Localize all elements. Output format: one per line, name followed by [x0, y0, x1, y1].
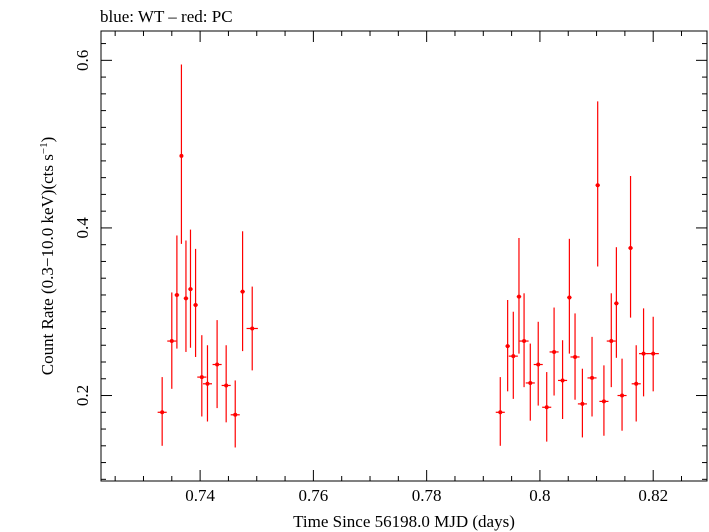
data-series-pc: [157, 64, 659, 448]
point-marker: [188, 287, 193, 292]
data-point: [508, 311, 518, 399]
data-point: [599, 365, 609, 436]
point-marker: [505, 344, 510, 349]
point-marker: [595, 183, 600, 188]
point-marker: [498, 410, 503, 415]
point-marker: [215, 362, 220, 367]
point-marker: [160, 410, 165, 415]
data-point: [587, 336, 597, 417]
y-axis: 0.2 0.4 0.6: [73, 43, 707, 480]
point-marker: [193, 303, 198, 308]
data-point: [595, 101, 600, 267]
data-point: [519, 293, 529, 388]
point-marker: [205, 381, 210, 386]
point-marker: [580, 401, 585, 406]
point-marker: [199, 375, 204, 380]
point-marker: [511, 354, 516, 359]
data-point: [617, 358, 627, 431]
data-point: [606, 293, 616, 388]
data-point: [567, 238, 572, 354]
data-point: [639, 308, 649, 397]
data-point: [495, 377, 505, 446]
x-tick-label: 0.8: [529, 486, 550, 505]
point-marker: [560, 378, 565, 383]
data-point: [549, 307, 559, 396]
y-tick-label: 0.2: [73, 385, 92, 406]
data-point: [197, 335, 207, 417]
data-point: [188, 229, 193, 348]
point-marker: [536, 362, 541, 367]
point-marker: [169, 339, 174, 344]
point-marker: [567, 295, 572, 300]
point-marker: [528, 380, 533, 385]
data-point: [179, 64, 184, 244]
data-point: [647, 316, 659, 392]
point-marker: [552, 349, 557, 354]
point-marker: [240, 289, 245, 294]
data-point: [202, 345, 213, 422]
point-marker: [601, 399, 606, 404]
data-point: [193, 248, 198, 357]
point-marker: [620, 393, 625, 398]
point-marker: [516, 294, 521, 299]
point-marker: [179, 153, 184, 158]
y-tick-label: 0.6: [73, 50, 92, 71]
x-axis-label: Time Since 56198.0 MJD (days): [293, 512, 515, 531]
data-point: [174, 235, 180, 349]
point-marker: [233, 412, 238, 417]
point-marker: [250, 326, 255, 331]
data-point: [246, 286, 258, 371]
x-axis: 0.74 0.76 0.78 0.8 0.82: [114, 31, 683, 505]
point-marker: [183, 296, 188, 301]
point-marker: [651, 351, 656, 356]
data-point: [157, 377, 167, 446]
data-point: [167, 292, 177, 389]
point-marker: [573, 354, 578, 359]
data-point: [505, 299, 510, 392]
point-marker: [641, 351, 646, 356]
point-marker: [522, 339, 527, 344]
data-point: [558, 340, 568, 419]
y-axis-label: Count Rate (0.3−10.0 keV)(cts s−1): [38, 137, 57, 376]
data-point: [542, 372, 552, 442]
point-marker: [609, 339, 614, 344]
point-marker: [590, 375, 595, 380]
data-point: [525, 343, 535, 421]
data-point: [577, 368, 587, 438]
point-marker: [224, 383, 229, 388]
chart-title: blue: WT – red: PC: [100, 7, 233, 26]
data-point: [240, 231, 245, 352]
x-tick-label: 0.82: [638, 486, 668, 505]
data-point: [570, 313, 580, 400]
x-tick-label: 0.74: [185, 486, 215, 505]
data-point: [631, 345, 641, 422]
point-marker: [614, 301, 619, 306]
data-point: [533, 321, 543, 406]
data-point: [183, 240, 189, 352]
plot-frame: [100, 30, 708, 482]
data-point: [628, 175, 633, 318]
data-point: [230, 380, 240, 448]
point-marker: [174, 292, 179, 297]
data-point: [614, 247, 619, 358]
data-point: [212, 320, 222, 409]
data-point: [221, 345, 231, 423]
x-tick-label: 0.78: [412, 486, 442, 505]
data-point: [516, 237, 522, 354]
point-marker: [544, 405, 549, 410]
y-tick-label: 0.4: [73, 217, 92, 239]
point-marker: [634, 381, 639, 386]
x-tick-label: 0.76: [299, 486, 329, 505]
point-marker: [628, 246, 633, 251]
